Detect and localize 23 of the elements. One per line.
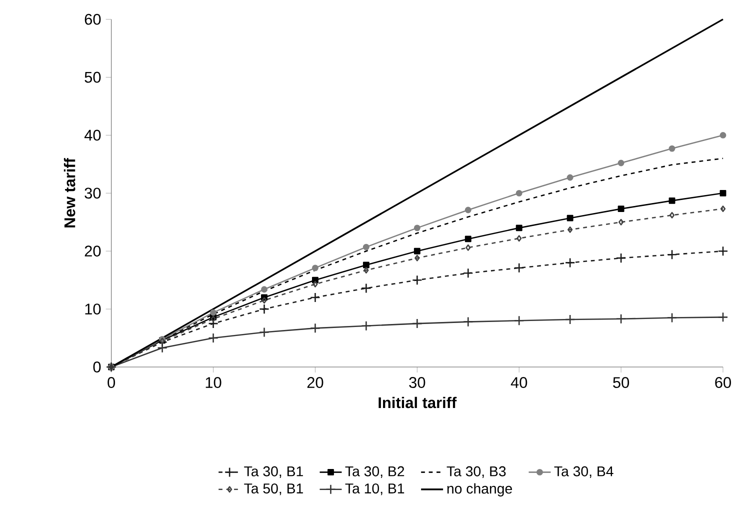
x-axis-title: Initial tariff [378, 396, 457, 408]
x-tick-label: 50 [613, 377, 630, 388]
y-tick-label: 20 [84, 246, 101, 257]
legend-label: Ta 10, B1 [345, 483, 404, 496]
y-axis-title: New tariff [64, 158, 76, 228]
y-tick-label: 40 [84, 130, 101, 141]
x-tick-label: 10 [206, 377, 222, 388]
legend-label: no change [447, 483, 512, 496]
legend-label: Ta 30, B4 [554, 466, 614, 478]
legend-label: Ta 50, B1 [244, 483, 303, 496]
y-tick-label: 60 [84, 14, 101, 25]
x-tick-label: 40 [510, 377, 528, 388]
legend-label: Ta 30, B3 [446, 466, 506, 478]
y-tick-label: 10 [85, 304, 101, 315]
y-tick-label: 0 [93, 362, 101, 372]
legend-label: Ta 30, B2 [345, 466, 404, 478]
x-tick-label: 30 [409, 377, 426, 388]
x-tick-label: 60 [715, 377, 731, 388]
x-tick-label: 0 [108, 377, 116, 388]
x-tick-label: 20 [307, 377, 324, 388]
legend-label: Ta 30, B1 [244, 466, 303, 478]
y-tick-label: 30 [84, 188, 101, 199]
y-tick-label: 50 [84, 72, 101, 83]
